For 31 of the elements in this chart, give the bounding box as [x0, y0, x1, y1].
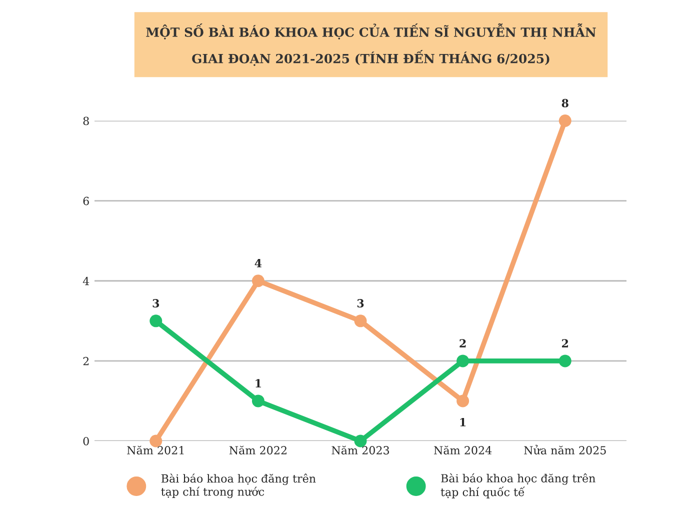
- legend-label: Bài báo khoa học đăng trên tạp chí trong nước: [161, 474, 316, 498]
- point: [252, 394, 264, 408]
- point: [456, 394, 470, 408]
- data-label: 2: [562, 339, 568, 348]
- point: [456, 354, 470, 368]
- point: [558, 354, 572, 368]
- data-label: 1: [256, 379, 261, 388]
- data-label: 3: [152, 299, 160, 308]
- y-tick-label: 6: [83, 196, 89, 206]
- data-label: 2: [460, 339, 466, 348]
- data-label: 8: [562, 98, 568, 108]
- y-tick-label: 2: [83, 356, 89, 366]
- y-tick-label: 0: [83, 436, 89, 446]
- data-label: 1: [460, 418, 466, 426]
- point: [150, 314, 162, 328]
- x-tick-label: Nửa năm 2025: [524, 444, 606, 454]
- point: [150, 434, 162, 448]
- chart-title: MỘT SỐ BÀI BÁO KHOA HỌC CỦA TIẾN SĨ NGUYỄN THỊ NHẪN GIAI ĐOẠN 2021-2025 (TÍNH ĐẾN THÁNG 6/2025): [146, 23, 596, 66]
- x-tick-label: Năm 2023: [332, 446, 390, 454]
- x-tick-label: Năm 2022: [229, 446, 286, 454]
- data-label: 4: [254, 259, 262, 268]
- y-tick-label: 8: [83, 116, 89, 126]
- y-tick-label: 4: [82, 276, 90, 286]
- x-tick-label: Năm 2021: [127, 446, 184, 454]
- legend-label: Bài báo khoa học đăng trên tạp chí quốc tế: [440, 473, 596, 498]
- data-label: 3: [357, 299, 364, 308]
- point: [354, 434, 367, 448]
- x-tick-label: Năm 2024: [434, 446, 492, 454]
- point: [558, 114, 572, 127]
- point: [252, 274, 264, 288]
- point: [354, 314, 367, 328]
